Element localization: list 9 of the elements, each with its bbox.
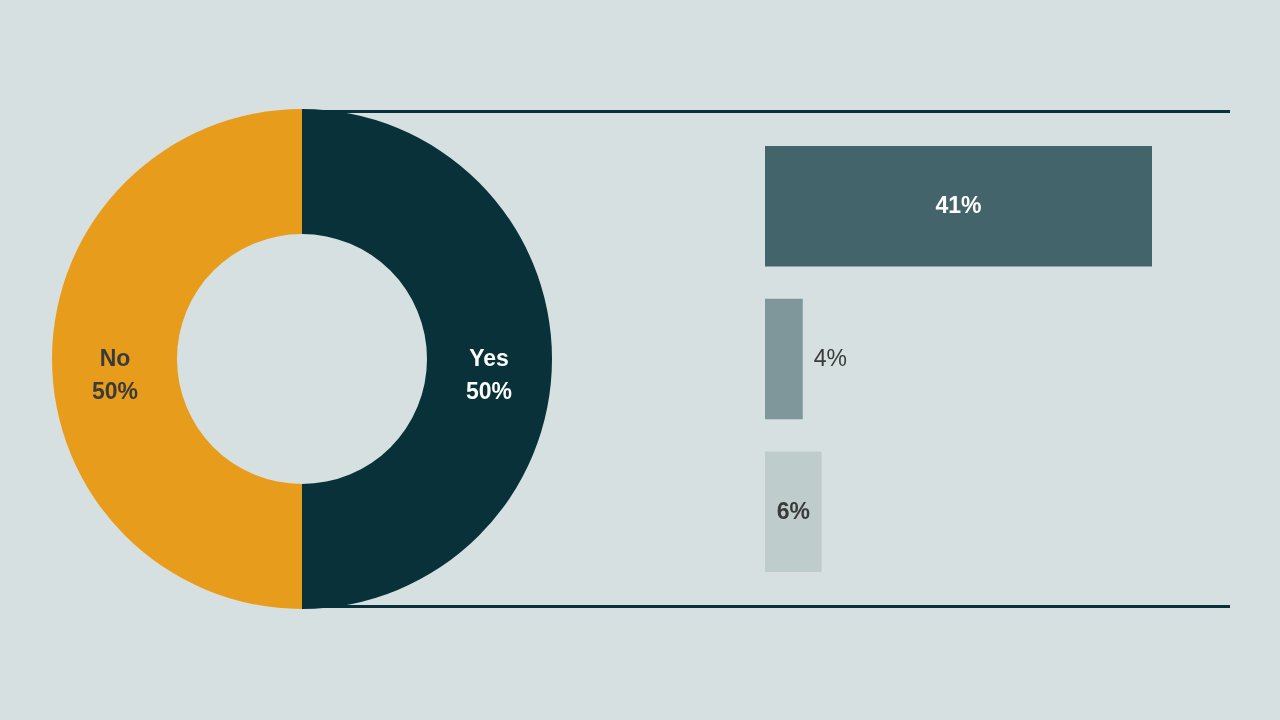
slice-label: Yes: [469, 345, 509, 371]
data-label: 50%: [465, 378, 513, 404]
donut-slice: [52, 109, 302, 609]
slice-label: No: [99, 345, 131, 371]
data-label: 6%: [776, 497, 810, 524]
donut-slice: [302, 109, 552, 609]
data-label: 41%: [935, 192, 982, 219]
data-label: 4%: [813, 345, 848, 371]
data-label: 50%: [91, 378, 139, 404]
